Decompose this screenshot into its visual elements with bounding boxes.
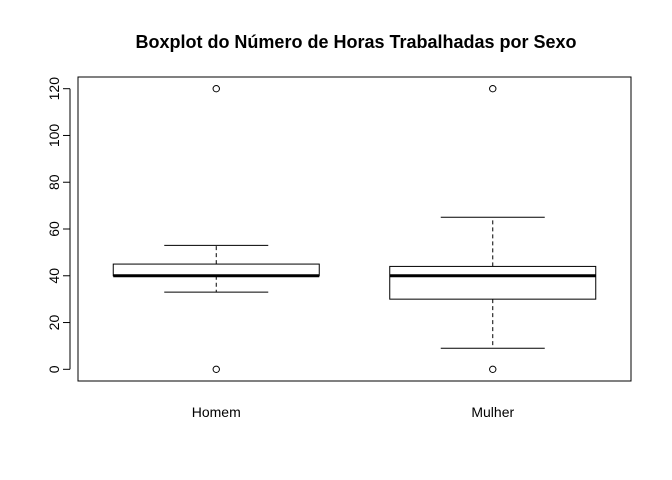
chart-title: Boxplot do Número de Horas Trabalhadas p… [135, 32, 576, 52]
x-category-label: Mulher [471, 404, 514, 420]
boxes-group [112, 84, 597, 374]
y-tick-label: 120 [46, 77, 62, 101]
x-axis: Homem Mulher [192, 404, 515, 420]
outlier-point [212, 84, 220, 93]
box-iqr [389, 265, 597, 300]
y-tick-label: 0 [46, 365, 62, 373]
box-iqr [112, 263, 320, 277]
box-mulher [389, 84, 597, 374]
outlier-point [489, 365, 497, 374]
y-tick-label: 20 [46, 315, 62, 331]
x-category-label: Homem [192, 404, 241, 420]
plot-frame [77, 76, 632, 382]
outlier-point [489, 84, 497, 93]
y-tick-label: 100 [46, 124, 62, 148]
y-tick-label: 40 [46, 268, 62, 284]
y-axis: 0 20 40 60 80 100 120 [46, 77, 71, 373]
outlier-point [212, 365, 220, 374]
y-tick-label: 60 [46, 221, 62, 237]
y-tick-label: 80 [46, 174, 62, 190]
box-homem [112, 84, 320, 374]
